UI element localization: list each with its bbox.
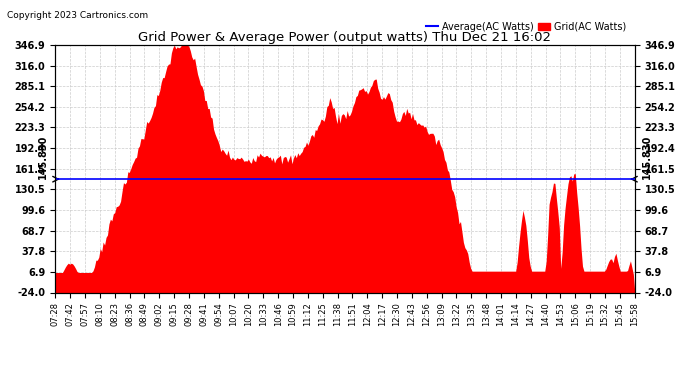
Text: 145.830: 145.830	[642, 135, 652, 179]
Legend: Average(AC Watts), Grid(AC Watts): Average(AC Watts), Grid(AC Watts)	[422, 18, 630, 36]
Text: Copyright 2023 Cartronics.com: Copyright 2023 Cartronics.com	[7, 11, 148, 20]
Text: 145.830: 145.830	[38, 135, 48, 179]
Title: Grid Power & Average Power (output watts) Thu Dec 21 16:02: Grid Power & Average Power (output watts…	[139, 31, 551, 44]
